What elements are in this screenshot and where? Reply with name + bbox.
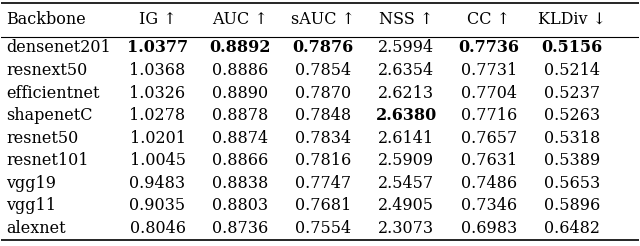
Text: 0.9035: 0.9035 [129,197,186,215]
Text: CC ↑: CC ↑ [467,11,510,28]
Text: 0.8892: 0.8892 [209,39,271,56]
Text: sAUC ↑: sAUC ↑ [291,11,355,28]
Text: 0.8803: 0.8803 [212,197,268,215]
Text: 0.6983: 0.6983 [461,220,517,237]
Text: 0.5653: 0.5653 [543,175,600,192]
Text: 0.8736: 0.8736 [212,220,268,237]
Text: 0.7870: 0.7870 [295,85,351,102]
Text: 0.7631: 0.7631 [461,152,517,169]
Text: resnet101: resnet101 [6,152,89,169]
Text: 0.7716: 0.7716 [461,107,517,124]
Text: AUC ↑: AUC ↑ [212,11,268,28]
Text: 0.7704: 0.7704 [461,85,517,102]
Text: resnet50: resnet50 [6,130,79,147]
Text: 0.7731: 0.7731 [461,62,517,79]
Text: 0.5896: 0.5896 [543,197,600,215]
Text: 2.4905: 2.4905 [378,197,434,215]
Text: 0.8878: 0.8878 [212,107,268,124]
Text: 2.6354: 2.6354 [378,62,434,79]
Text: efficientnet: efficientnet [6,85,100,102]
Text: 0.6482: 0.6482 [544,220,600,237]
Text: 2.5909: 2.5909 [378,152,434,169]
Text: 2.6141: 2.6141 [378,130,434,147]
Text: 0.7486: 0.7486 [461,175,517,192]
Text: 2.3073: 2.3073 [378,220,434,237]
Text: 0.8866: 0.8866 [212,152,268,169]
Text: 0.8046: 0.8046 [129,220,186,237]
Text: vgg11: vgg11 [6,197,56,215]
Text: 0.8890: 0.8890 [212,85,268,102]
Text: resnext50: resnext50 [6,62,88,79]
Text: 0.5263: 0.5263 [543,107,600,124]
Text: 0.7747: 0.7747 [295,175,351,192]
Text: KLDiv ↓: KLDiv ↓ [538,11,605,28]
Text: densenet201: densenet201 [6,39,111,56]
Text: 0.7848: 0.7848 [295,107,351,124]
Text: 2.5457: 2.5457 [378,175,434,192]
Text: IG ↑: IG ↑ [139,11,177,28]
Text: vgg19: vgg19 [6,175,56,192]
Text: alexnet: alexnet [6,220,66,237]
Text: shapenetC: shapenetC [6,107,93,124]
Text: 1.0201: 1.0201 [129,130,186,147]
Text: 2.6213: 2.6213 [378,85,434,102]
Text: 1.0045: 1.0045 [129,152,186,169]
Text: 1.0377: 1.0377 [127,39,188,56]
Text: 0.7876: 0.7876 [292,39,354,56]
Text: NSS ↑: NSS ↑ [379,11,433,28]
Text: Backbone: Backbone [6,11,86,28]
Text: 0.7681: 0.7681 [295,197,351,215]
Text: 0.8838: 0.8838 [212,175,268,192]
Text: 0.5389: 0.5389 [543,152,600,169]
Text: 0.8874: 0.8874 [212,130,268,147]
Text: 2.6380: 2.6380 [376,107,436,124]
Text: 1.0368: 1.0368 [129,62,186,79]
Text: 0.7834: 0.7834 [295,130,351,147]
Text: 0.7736: 0.7736 [458,39,520,56]
Text: 0.5237: 0.5237 [543,85,600,102]
Text: 1.0278: 1.0278 [129,107,186,124]
Text: 2.5994: 2.5994 [378,39,434,56]
Text: 0.5214: 0.5214 [544,62,600,79]
Text: 0.7816: 0.7816 [295,152,351,169]
Text: 0.7657: 0.7657 [461,130,517,147]
Text: 0.5156: 0.5156 [541,39,602,56]
Text: 0.7554: 0.7554 [295,220,351,237]
Text: 0.5318: 0.5318 [543,130,600,147]
Text: 0.7346: 0.7346 [461,197,517,215]
Text: 0.8886: 0.8886 [212,62,268,79]
Text: 0.9483: 0.9483 [129,175,186,192]
Text: 0.7854: 0.7854 [295,62,351,79]
Text: 1.0326: 1.0326 [129,85,186,102]
